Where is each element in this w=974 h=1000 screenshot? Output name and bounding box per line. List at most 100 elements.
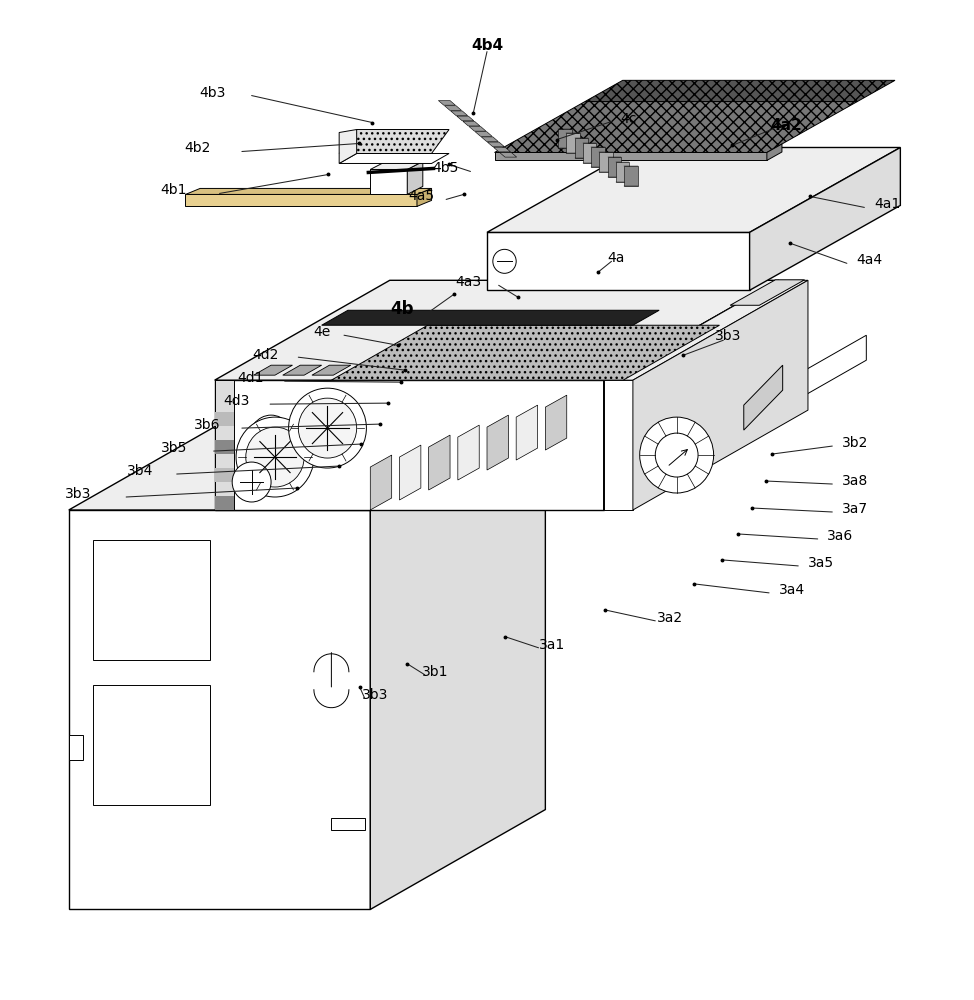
Text: 4a3: 4a3: [456, 275, 481, 289]
Text: 4b: 4b: [391, 300, 414, 318]
Polygon shape: [608, 157, 621, 177]
Polygon shape: [458, 425, 479, 480]
Polygon shape: [407, 161, 423, 194]
Text: 3a1: 3a1: [539, 638, 565, 652]
Polygon shape: [633, 280, 808, 510]
Circle shape: [298, 398, 356, 458]
Circle shape: [640, 417, 714, 493]
Polygon shape: [69, 410, 545, 510]
Polygon shape: [487, 232, 750, 290]
Polygon shape: [451, 111, 468, 116]
Polygon shape: [500, 152, 516, 157]
Polygon shape: [604, 280, 808, 380]
Polygon shape: [558, 129, 572, 148]
Polygon shape: [575, 138, 588, 158]
Text: 3b3: 3b3: [65, 487, 92, 501]
Polygon shape: [185, 188, 431, 194]
Polygon shape: [750, 147, 900, 290]
Polygon shape: [582, 143, 596, 163]
Polygon shape: [370, 169, 407, 194]
Polygon shape: [487, 142, 505, 147]
Polygon shape: [321, 310, 659, 325]
Text: 4b4: 4b4: [471, 38, 503, 53]
Text: 3a5: 3a5: [808, 556, 834, 570]
Polygon shape: [331, 325, 720, 380]
Polygon shape: [487, 415, 508, 470]
Text: 3a7: 3a7: [842, 502, 868, 516]
Text: 3a8: 3a8: [842, 474, 868, 488]
Text: 4a4: 4a4: [856, 253, 882, 267]
Polygon shape: [214, 496, 234, 510]
Text: 4b2: 4b2: [184, 141, 210, 155]
Polygon shape: [253, 365, 292, 375]
Polygon shape: [69, 735, 84, 760]
Polygon shape: [604, 335, 866, 510]
Text: 3b3: 3b3: [715, 329, 741, 343]
Polygon shape: [214, 440, 234, 454]
Polygon shape: [767, 144, 782, 160]
Text: 4a: 4a: [608, 251, 625, 265]
Polygon shape: [481, 137, 499, 142]
Polygon shape: [214, 380, 234, 510]
Polygon shape: [339, 130, 356, 163]
Polygon shape: [339, 153, 449, 163]
Circle shape: [236, 417, 314, 497]
Text: 4d2: 4d2: [252, 348, 279, 362]
Polygon shape: [487, 147, 900, 232]
Text: 3b5: 3b5: [161, 441, 187, 455]
Text: 3b4: 3b4: [127, 464, 153, 478]
Text: 4d3: 4d3: [223, 394, 249, 408]
Polygon shape: [370, 161, 423, 169]
Polygon shape: [494, 147, 510, 152]
Polygon shape: [444, 106, 462, 110]
Polygon shape: [604, 380, 633, 510]
Text: 4b3: 4b3: [200, 86, 226, 100]
Polygon shape: [495, 102, 857, 152]
Polygon shape: [463, 121, 480, 126]
Text: 3a4: 3a4: [779, 583, 805, 597]
Polygon shape: [744, 365, 783, 430]
Circle shape: [232, 462, 271, 502]
Text: 4a1: 4a1: [874, 197, 900, 211]
Text: 3a6: 3a6: [828, 529, 853, 543]
Polygon shape: [94, 685, 209, 805]
Circle shape: [493, 249, 516, 273]
Polygon shape: [214, 380, 604, 510]
Polygon shape: [312, 365, 351, 375]
Polygon shape: [616, 162, 629, 182]
Text: 4e: 4e: [313, 325, 330, 339]
Circle shape: [656, 433, 698, 477]
Circle shape: [245, 427, 304, 487]
Polygon shape: [495, 152, 767, 160]
Polygon shape: [475, 132, 492, 136]
Polygon shape: [604, 280, 779, 510]
Circle shape: [288, 388, 366, 468]
Polygon shape: [282, 365, 321, 375]
Text: 3b1: 3b1: [422, 665, 449, 679]
Text: 4a5: 4a5: [409, 189, 435, 203]
Polygon shape: [69, 510, 370, 909]
Polygon shape: [457, 116, 473, 121]
Polygon shape: [417, 188, 431, 206]
Polygon shape: [399, 445, 421, 500]
Text: 4a2: 4a2: [770, 118, 803, 133]
Polygon shape: [591, 147, 605, 167]
Polygon shape: [339, 130, 449, 153]
Polygon shape: [730, 280, 805, 305]
Text: 4d1: 4d1: [238, 371, 264, 385]
Text: 4c: 4c: [619, 112, 636, 126]
Polygon shape: [331, 818, 365, 830]
Polygon shape: [624, 166, 638, 186]
Text: 3b2: 3b2: [842, 436, 869, 450]
Text: 3a2: 3a2: [656, 611, 683, 625]
Text: 4b1: 4b1: [161, 183, 187, 197]
Text: 4b5: 4b5: [432, 161, 459, 175]
Polygon shape: [370, 455, 392, 510]
Polygon shape: [566, 133, 580, 153]
Polygon shape: [469, 127, 486, 131]
Polygon shape: [370, 410, 545, 909]
Polygon shape: [214, 412, 234, 426]
Polygon shape: [94, 540, 209, 660]
Polygon shape: [214, 468, 234, 482]
Text: 3b3: 3b3: [362, 688, 389, 702]
